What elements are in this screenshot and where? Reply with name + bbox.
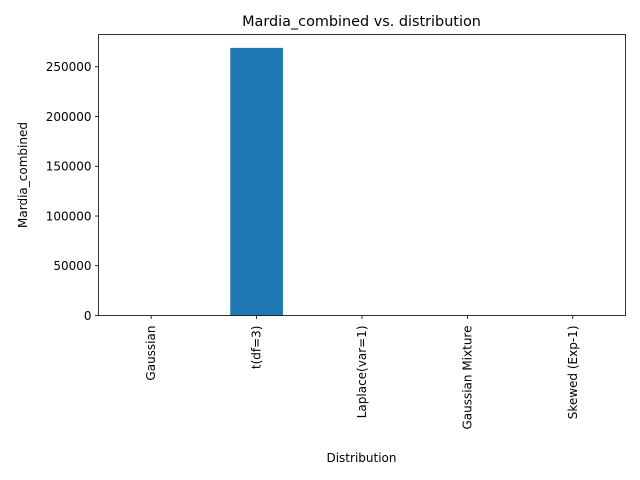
- y-tick-label: 200000: [46, 110, 92, 124]
- y-tick-label: 100000: [46, 209, 92, 223]
- bars-group: [124, 47, 600, 316]
- y-tick-label: 250000: [46, 60, 92, 74]
- y-tick-label: 50000: [53, 259, 91, 273]
- y-axis: 0 50000 100000 150000 200000 250000: [46, 60, 99, 323]
- y-axis-label: Mardia_combined: [16, 122, 30, 228]
- bar-1: [230, 47, 283, 316]
- x-tick-label: Gaussian: [144, 326, 158, 381]
- y-tick-label: 0: [84, 309, 92, 323]
- plot-frame: [98, 34, 626, 316]
- x-tick-label: Skewed (Exp-1): [566, 326, 580, 420]
- x-tick-label: t(df=3): [250, 326, 264, 370]
- y-tick-label: 150000: [46, 160, 92, 174]
- x-axis-label: Distribution: [326, 451, 396, 465]
- x-axis: Gaussian t(df=3) Laplace(var=1) Gaussian Mi…: [144, 315, 580, 430]
- x-tick-label: Laplace(var=1): [355, 326, 369, 419]
- chart-title: Mardia_combined vs. distribution: [242, 14, 481, 30]
- x-tick-label: Gaussian Mixture: [460, 326, 474, 430]
